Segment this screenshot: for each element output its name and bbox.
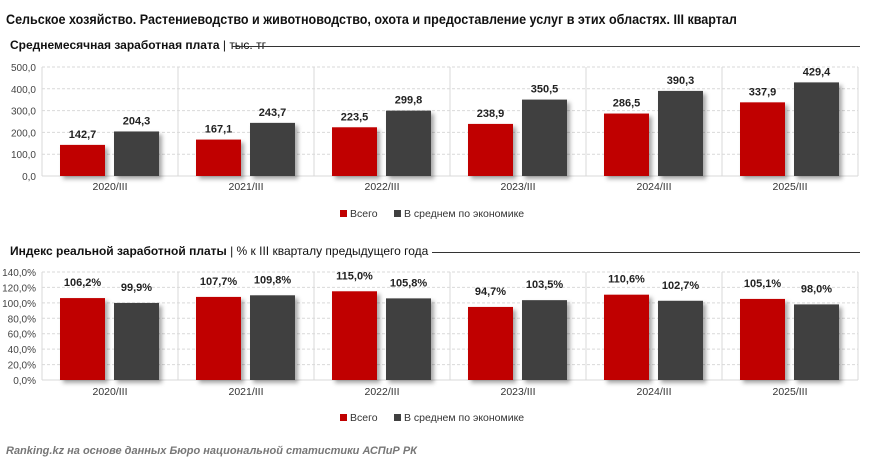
data-label: 204,3 (123, 115, 151, 127)
data-label: 99,9% (121, 282, 152, 294)
bar-economy (658, 90, 703, 176)
bar-economy (114, 302, 159, 380)
legend-label: В среднем по экономике (404, 208, 524, 220)
data-label: 105,8% (390, 277, 428, 289)
data-label: 98,0% (801, 283, 832, 295)
data-label: 107,7% (200, 276, 238, 288)
footer-source: Ranking.kz на основе данных Бюро национа… (6, 445, 417, 457)
chart1-heading: Среднемесячная заработная плата | тыс. т… (10, 38, 266, 52)
bar-economy (522, 300, 567, 380)
data-label: 223,5 (341, 111, 369, 123)
data-label: 105,1% (744, 278, 782, 290)
legend-label: Всего (350, 412, 378, 424)
y-tick-label: 500,0 (11, 63, 36, 74)
legend-swatch (340, 414, 347, 421)
y-tick-label: 100,0% (2, 299, 36, 310)
bar-total (604, 113, 649, 176)
bar-economy (386, 110, 431, 176)
legend-swatch (340, 210, 347, 217)
x-tick-label: 2024/III (636, 386, 671, 398)
data-label: 243,7 (259, 107, 287, 119)
x-tick-label: 2024/III (636, 181, 671, 193)
data-label: 115,0% (336, 270, 373, 282)
y-tick-label: 80,0% (8, 314, 36, 325)
bar-total (468, 306, 513, 380)
y-tick-label: 400,0 (11, 85, 36, 96)
data-label: 94,7% (475, 286, 506, 298)
legend-swatch (394, 210, 401, 217)
y-tick-label: 300,0 (11, 107, 36, 118)
y-tick-label: 200,0 (11, 128, 36, 139)
bar-economy (794, 82, 839, 176)
bar-economy (794, 304, 839, 380)
bar-total (60, 298, 105, 380)
x-tick-label: 2023/III (500, 386, 535, 398)
data-label: 390,3 (667, 75, 695, 87)
legend-label: В среднем по экономике (404, 412, 524, 424)
bar-total (332, 127, 377, 176)
data-label: 103,5% (526, 279, 564, 291)
bar-total (60, 144, 105, 176)
data-label: 167,1 (205, 124, 233, 136)
bar-economy (386, 298, 431, 380)
legend-swatch (394, 414, 401, 421)
data-label: 429,4 (803, 66, 831, 78)
x-tick-label: 2022/III (364, 181, 399, 193)
data-label: 286,5 (613, 98, 641, 110)
bar-total (468, 123, 513, 176)
bar-economy (250, 122, 295, 176)
divider (432, 252, 860, 253)
y-tick-label: 20,0% (8, 361, 36, 372)
data-label: 106,2% (64, 277, 102, 289)
page-title: Сельское хозяйство. Растениеводство и жи… (6, 12, 737, 27)
bar-total (604, 294, 649, 380)
x-tick-label: 2020/III (92, 386, 127, 398)
y-tick-label: 60,0% (8, 330, 36, 341)
chart1-title: Среднемесячная заработная плата (10, 38, 220, 52)
bar-economy (250, 295, 295, 380)
bar-economy (658, 300, 703, 380)
y-tick-label: 120,0% (2, 283, 36, 294)
data-label: 337,9 (749, 86, 777, 98)
legend-label: Всего (350, 208, 378, 220)
bar-economy (522, 99, 567, 176)
bar-total (740, 298, 785, 380)
y-tick-label: 40,0% (8, 345, 36, 356)
data-label: 350,5 (531, 84, 559, 96)
x-tick-label: 2025/III (772, 181, 807, 193)
bar-total (196, 296, 241, 380)
x-tick-label: 2022/III (364, 386, 399, 398)
chart2-heading: Индекс реальной заработной платы | % к I… (10, 244, 429, 258)
y-tick-label: 0,0 (22, 172, 36, 183)
x-tick-label: 2020/III (92, 181, 127, 193)
chart2-unit: % к III кварталу предыдущего года (236, 244, 429, 258)
bar-total (740, 102, 785, 176)
y-tick-label: 0,0% (13, 376, 36, 387)
x-tick-label: 2025/III (772, 386, 807, 398)
chart2-title: Индекс реальной заработной платы (10, 244, 227, 258)
x-tick-label: 2023/III (500, 181, 535, 193)
data-label: 110,6% (608, 274, 645, 286)
bar-total (196, 139, 241, 176)
chart1-unit: тыс. тг (229, 38, 266, 52)
x-tick-label: 2021/III (228, 386, 263, 398)
bar-total (332, 291, 377, 380)
data-label: 238,9 (477, 108, 505, 120)
data-label: 109,8% (254, 274, 292, 286)
y-tick-label: 140,0% (2, 268, 36, 279)
data-label: 102,7% (662, 280, 700, 292)
data-label: 142,7 (69, 129, 97, 141)
divider (232, 46, 860, 47)
bar-economy (114, 131, 159, 176)
data-label: 299,8 (395, 95, 423, 107)
y-tick-label: 100,0 (11, 150, 36, 161)
x-tick-label: 2021/III (228, 181, 263, 193)
